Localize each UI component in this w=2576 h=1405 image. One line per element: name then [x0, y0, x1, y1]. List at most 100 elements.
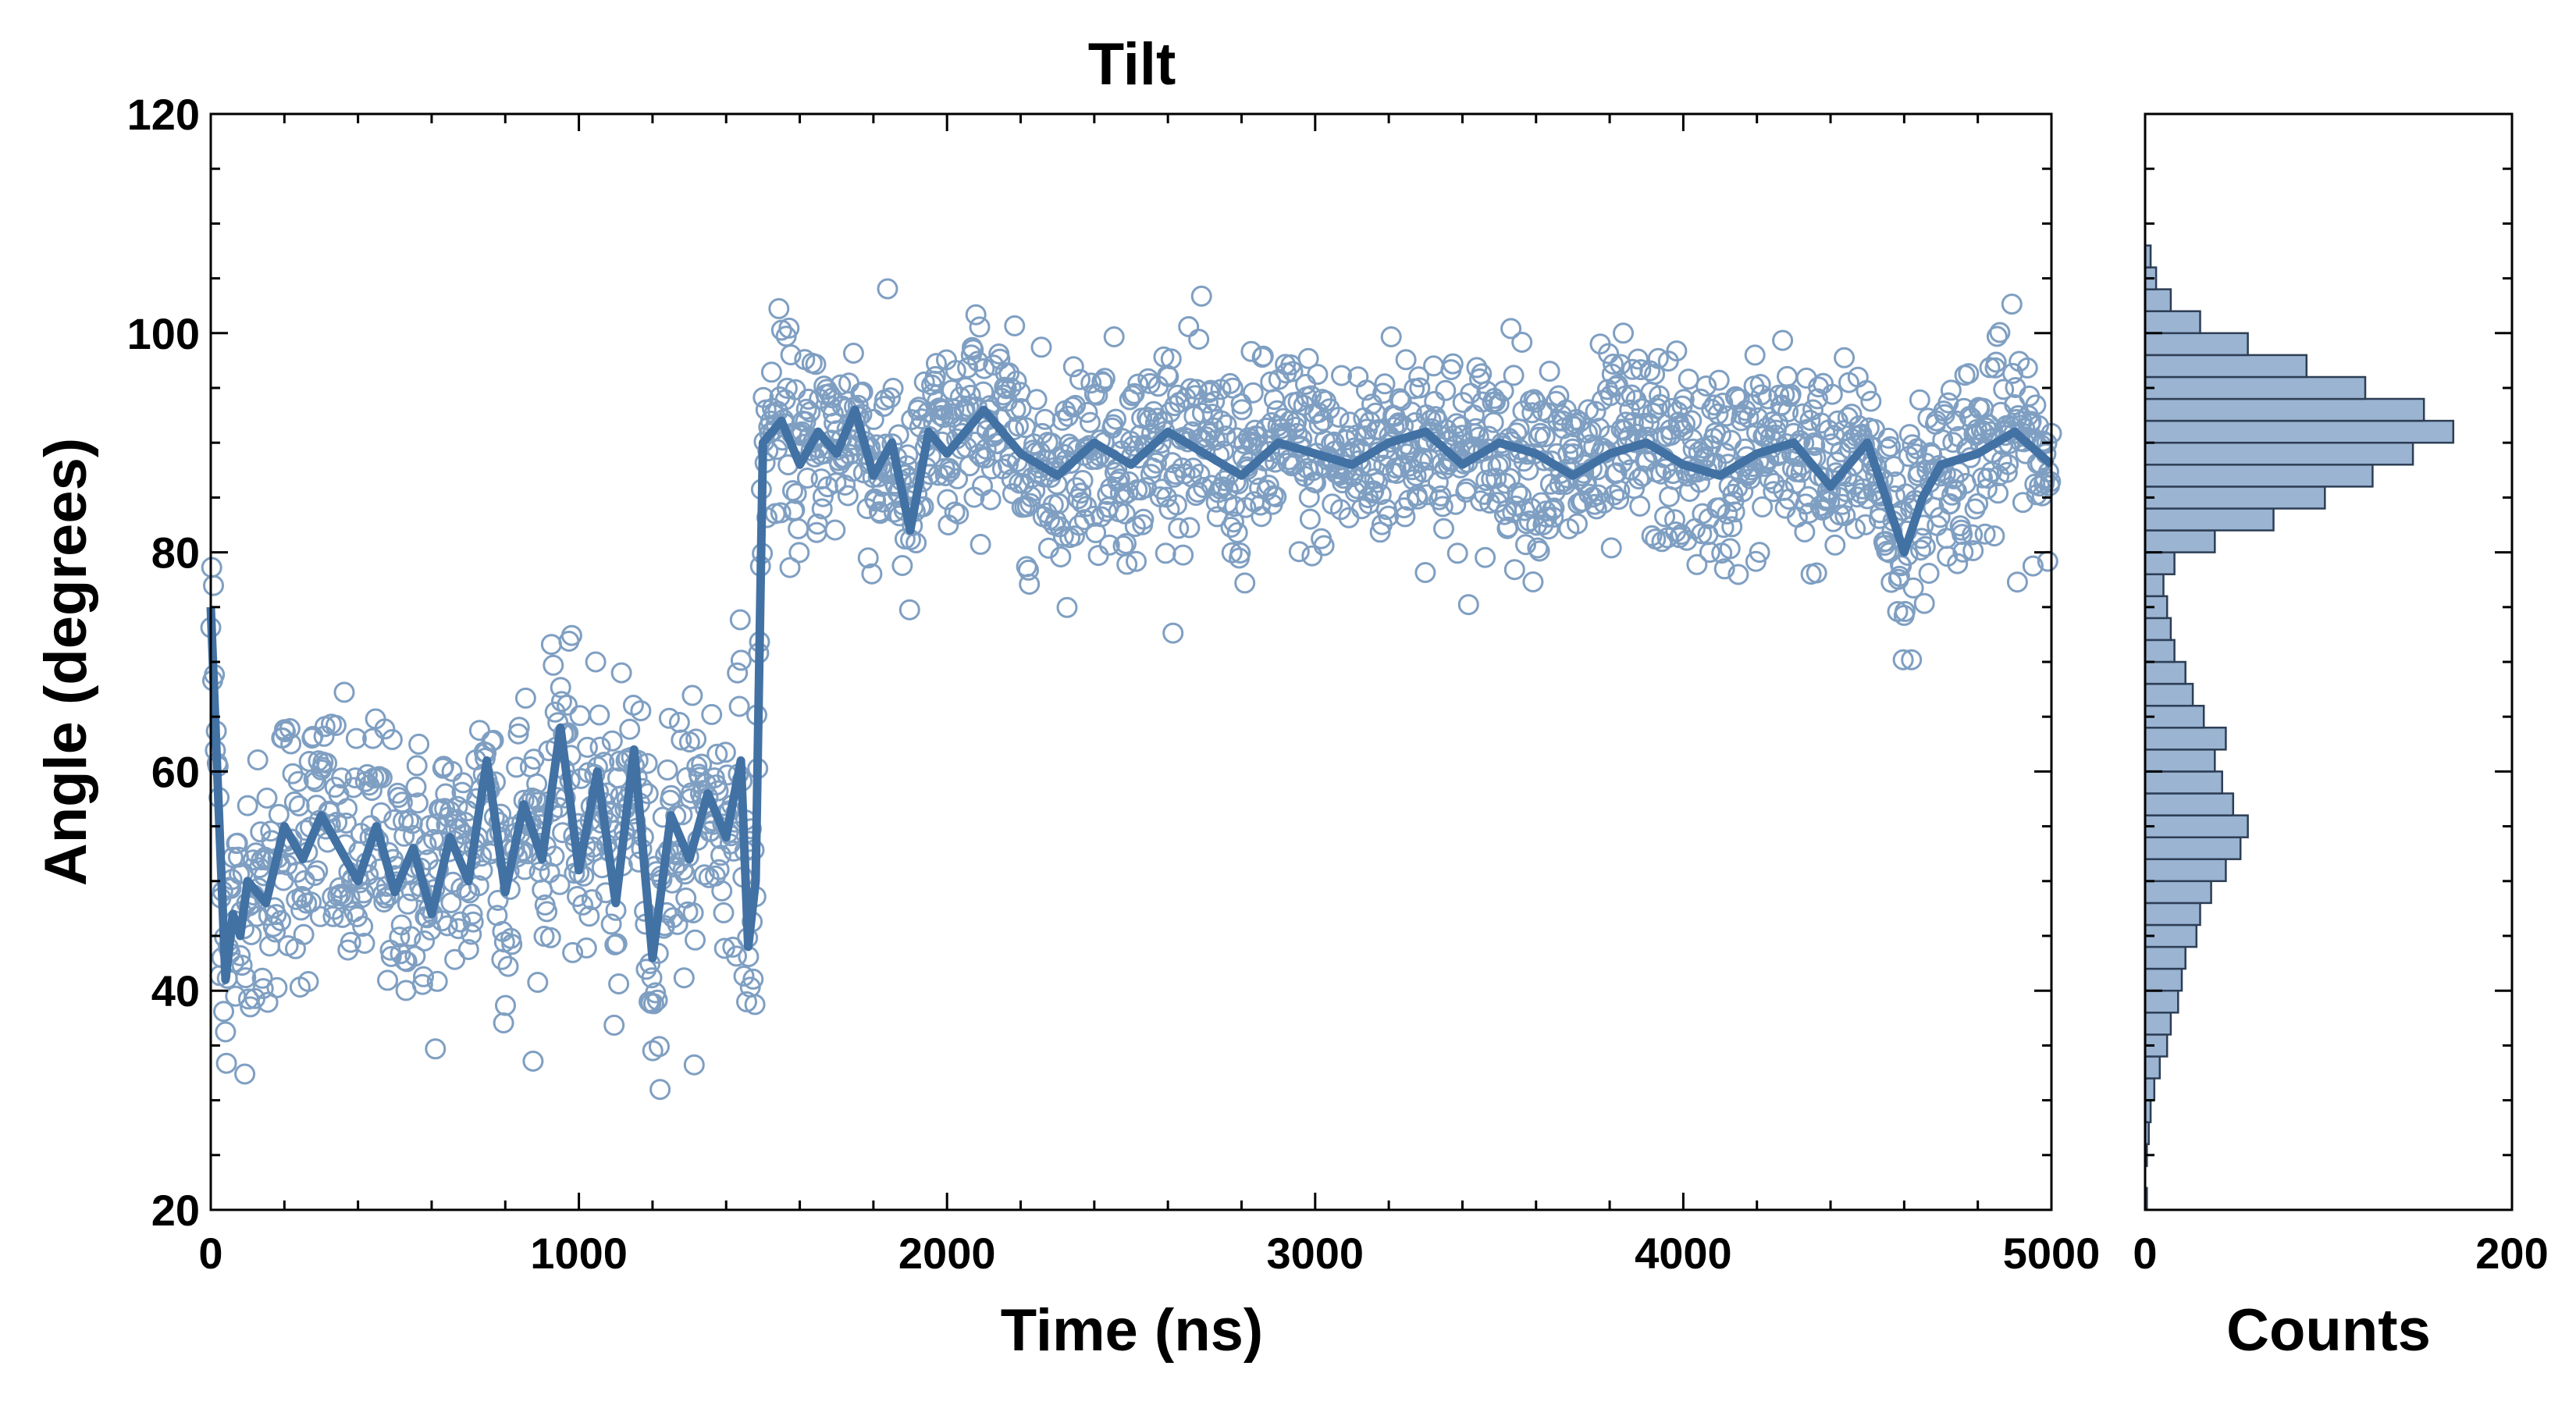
- scatter-point: [1010, 398, 1032, 419]
- scatter-point: [256, 788, 278, 809]
- scatter-point: [288, 795, 310, 816]
- scatter-point: [877, 278, 898, 300]
- scatter-point: [882, 378, 904, 399]
- histogram-bar: [2144, 1012, 2172, 1036]
- scatter-point: [1094, 368, 1115, 389]
- scatter-point: [730, 649, 752, 671]
- scatter-point: [589, 736, 611, 758]
- scatter-point: [1891, 555, 1912, 577]
- scatter-point: [1115, 532, 1137, 554]
- scatter-point: [1860, 390, 1882, 412]
- scatter-point: [1979, 357, 2001, 379]
- scatter-point: [1673, 389, 1695, 411]
- scatter-point: [805, 354, 827, 375]
- scatter-point: [1477, 438, 1499, 460]
- scatter-point: [1810, 412, 1832, 434]
- scatter-point: [1263, 389, 1285, 411]
- scatter-point: [1772, 329, 1794, 351]
- scatter-point: [333, 681, 355, 703]
- x-tick-label: 1000: [530, 1229, 628, 1278]
- scatter-point: [345, 727, 367, 749]
- scatter-point: [313, 725, 335, 747]
- histogram-bar: [2144, 836, 2242, 860]
- scatter-point: [1224, 496, 1246, 518]
- scatter-point: [440, 892, 462, 913]
- scatter-point: [768, 297, 790, 319]
- scatter-point: [1189, 464, 1211, 485]
- scatter-point: [1123, 382, 1145, 404]
- histogram-x-axis-title: Counts: [2226, 1297, 2431, 1364]
- scatter-point: [603, 1014, 625, 1036]
- scatter-point: [389, 927, 411, 948]
- scatter-point: [235, 967, 257, 989]
- scatter-point: [215, 1052, 237, 1074]
- scatter-point: [1557, 443, 1579, 465]
- histogram-bar: [2144, 1055, 2161, 1080]
- scatter-point: [1506, 422, 1528, 444]
- scatter-point: [1178, 316, 1200, 337]
- scatter-point: [1567, 513, 1588, 535]
- scatter-point: [1331, 365, 1352, 386]
- scatter-point: [1913, 592, 1935, 614]
- scatter-point: [536, 901, 558, 923]
- scatter-point: [970, 533, 991, 555]
- scatter-point: [1076, 401, 1098, 423]
- scatter-point: [1024, 479, 1046, 501]
- scatter-point: [2006, 571, 2028, 593]
- scatter-point: [1709, 497, 1731, 519]
- scatter-point: [1745, 550, 1767, 572]
- scatter-point: [1087, 545, 1109, 567]
- scatter-point: [1585, 498, 1607, 520]
- scatter-point: [400, 926, 422, 948]
- scatter-point: [1065, 394, 1087, 416]
- scatter-point: [1819, 490, 1841, 512]
- scatter-point: [994, 376, 1016, 398]
- scatter-point: [1475, 546, 1496, 568]
- scatter-point: [891, 555, 913, 576]
- scatter-point: [969, 316, 991, 338]
- scatter-point: [713, 902, 735, 923]
- scatter-point: [226, 832, 248, 854]
- scatter-point: [1223, 511, 1244, 533]
- scatter-point: [1414, 562, 1436, 583]
- y-tick-label: 100: [127, 309, 200, 358]
- scatter-point: [1613, 322, 1634, 344]
- scatter-point: [370, 802, 392, 823]
- scatter-point: [1856, 379, 1877, 401]
- scatter-point: [462, 911, 484, 933]
- scatter-point: [544, 701, 566, 723]
- scatter-point: [1728, 388, 1750, 410]
- scatter-point: [1298, 486, 1320, 508]
- scatter-point: [1659, 486, 1680, 507]
- scatter-point: [411, 973, 433, 995]
- scatter-point: [1934, 404, 1955, 425]
- scatter-point: [1962, 524, 1984, 546]
- scatter-point: [1549, 474, 1571, 496]
- scatter-point: [1629, 495, 1651, 517]
- scatter-point: [501, 934, 523, 955]
- scatter-point: [1539, 361, 1560, 382]
- scatter-point: [304, 865, 326, 887]
- scatter-point: [1600, 537, 1622, 559]
- scatter-point: [1822, 510, 1844, 532]
- scatter-point: [1606, 374, 1628, 396]
- scatter-point: [388, 787, 410, 809]
- scatter-point: [1749, 542, 1770, 564]
- scatter-point: [1500, 318, 1522, 340]
- scatter-point: [837, 485, 859, 507]
- scatter-point: [1628, 468, 1649, 490]
- scatter-point: [1996, 461, 2018, 483]
- scatter-point: [728, 695, 750, 717]
- scatter-point: [380, 946, 402, 967]
- scatter-point: [1688, 441, 1710, 463]
- scatter-point: [1482, 411, 1504, 433]
- scatter-point: [778, 317, 800, 339]
- scatter-point: [727, 662, 749, 684]
- scatter-point: [293, 923, 315, 945]
- scatter-point: [841, 461, 863, 482]
- scatter-point: [1542, 507, 1564, 528]
- scatter-point: [788, 518, 809, 539]
- histogram-bar: [2144, 1077, 2156, 1101]
- scatter-point: [1543, 497, 1565, 519]
- scatter-point: [1126, 550, 1147, 572]
